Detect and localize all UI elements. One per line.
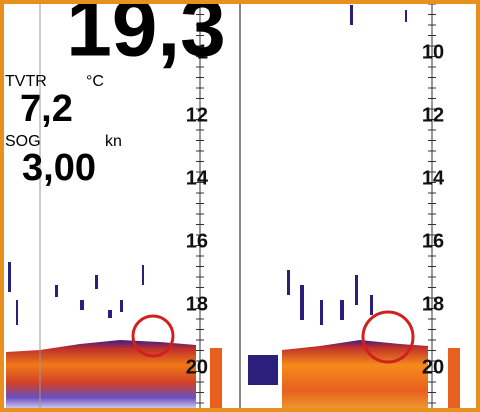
sog-value: 3,00	[22, 147, 96, 189]
temp-value: 7,2	[20, 88, 73, 130]
sea-bottom-right	[282, 340, 428, 412]
temp-label: TVTR	[5, 73, 47, 90]
sonar-echoes	[8, 5, 407, 385]
depth-scale-label: 1	[197, 41, 208, 63]
target-circle	[361, 310, 415, 364]
depth-readout: 19,3	[66, 0, 226, 74]
color-bar	[448, 348, 460, 412]
depth-scale-label: 12	[422, 104, 444, 126]
sea-bottom-left	[6, 340, 196, 412]
depth-scale-label: 18	[422, 293, 444, 315]
depth-scale-label: 20	[186, 356, 208, 378]
sog-unit: kn	[105, 133, 122, 150]
depth-scale-label: 16	[186, 230, 208, 252]
temp-unit: °C	[86, 73, 104, 90]
depth-scale-label: 20	[422, 356, 444, 378]
depth-scale-label: 14	[186, 167, 209, 189]
depth-scale-label: 18	[186, 293, 208, 315]
target-circle	[131, 314, 175, 358]
depth-scale-label: 14	[422, 167, 445, 189]
depth-scale-label: 16	[422, 230, 444, 252]
depth-scale-label: 12	[186, 104, 208, 126]
sog-label: SOG	[5, 133, 41, 150]
depth-scale-label: 10	[422, 41, 444, 63]
color-bar	[210, 348, 222, 412]
